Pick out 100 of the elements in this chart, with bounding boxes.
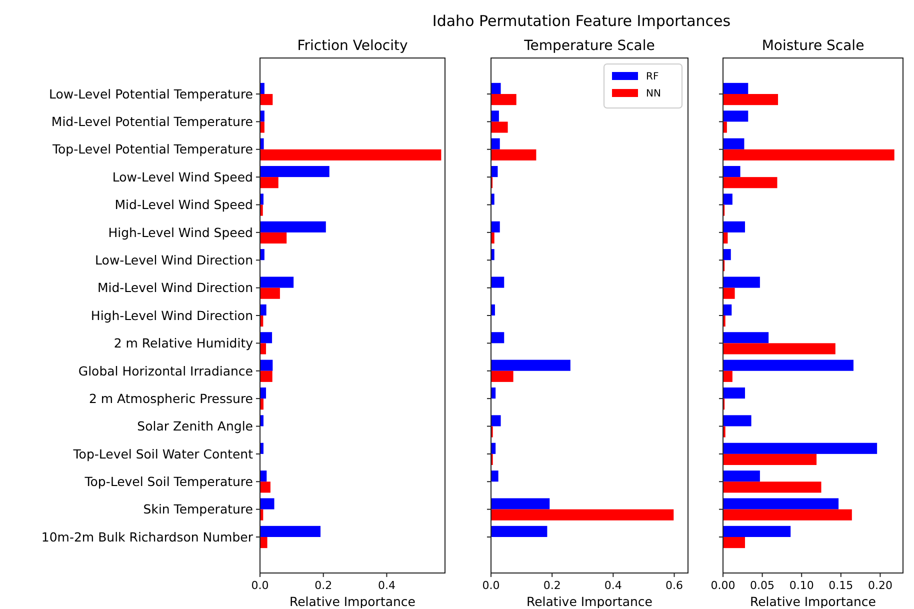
bar <box>260 110 264 122</box>
y-tick-label: High-Level Wind Speed <box>108 224 253 240</box>
bar <box>723 304 732 316</box>
bar <box>723 526 791 538</box>
x-tick-label: 0.10 <box>789 579 814 592</box>
bar <box>260 149 442 160</box>
chart-title: Friction Velocity <box>297 38 408 54</box>
x-tick-label: 0.6 <box>666 579 684 592</box>
bar <box>723 110 748 122</box>
chart-title: Moisture Scale <box>762 38 864 54</box>
bar <box>723 249 731 260</box>
bar <box>260 370 272 382</box>
bar <box>723 360 854 371</box>
bar <box>723 276 760 288</box>
y-tick-label: Top-Level Soil Water Content <box>72 446 254 462</box>
bar <box>491 138 500 150</box>
y-tick-label: Global Horizontal Irradiance <box>78 363 254 378</box>
bar <box>260 276 294 288</box>
bar <box>723 498 839 510</box>
bar <box>260 415 264 426</box>
legend-label: RF <box>646 72 659 82</box>
bar <box>723 537 746 548</box>
bar <box>260 204 263 216</box>
bar <box>723 415 752 426</box>
bar <box>491 276 504 288</box>
bar <box>723 177 778 188</box>
bar <box>260 482 270 493</box>
bar <box>491 110 499 122</box>
bar <box>260 387 266 399</box>
bar <box>491 526 548 538</box>
y-tick-label: Low-Level Wind Direction <box>95 252 253 268</box>
x-tick-label: 0.4 <box>378 579 396 592</box>
x-tick-label: 0.2 <box>543 579 561 592</box>
y-tick-label: 2 m Relative Humidity <box>114 336 254 351</box>
y-tick-label: Top-Level Potential Temperature <box>52 142 254 157</box>
bar <box>260 221 326 232</box>
bar <box>723 122 727 133</box>
x-tick-label: 0.4 <box>604 579 622 592</box>
bar <box>723 194 732 205</box>
bar <box>723 454 817 466</box>
bar <box>723 82 748 94</box>
bar <box>260 122 264 133</box>
bar <box>260 138 264 150</box>
y-tick-label: Mid-Level Potential Temperature <box>51 114 254 130</box>
x-tick-label: 0.15 <box>828 579 854 592</box>
bar <box>723 149 894 160</box>
y-tick-label: Low-Level Potential Temperature <box>48 86 254 102</box>
bar <box>723 343 836 354</box>
bar <box>723 370 732 382</box>
legend-label: NN <box>646 88 661 100</box>
bar <box>723 94 778 106</box>
bar <box>723 166 740 178</box>
bar <box>260 94 273 106</box>
x-tick-label: 0.2 <box>314 579 332 592</box>
bar <box>491 122 508 133</box>
bar <box>260 332 272 344</box>
text: Idaho Permutation Feature Importances <box>432 12 731 30</box>
x-tick-label: 0.00 <box>710 579 736 592</box>
bar <box>723 482 822 493</box>
y-tick-label: Skin Temperature <box>143 502 254 517</box>
bar <box>723 288 735 299</box>
bar <box>260 343 266 354</box>
bar <box>723 509 852 520</box>
bar <box>491 470 498 482</box>
bar <box>260 304 266 316</box>
bar <box>723 138 744 150</box>
bar <box>260 288 280 299</box>
y-tick-label: 10m-2m Bulk Richardson Number <box>41 529 254 544</box>
bar <box>260 360 273 371</box>
y-tick-label: Top-Level Soil Temperature <box>84 474 254 490</box>
bar <box>260 249 264 260</box>
bar <box>260 177 278 188</box>
y-tick-label: Mid-Level Wind Speed <box>114 197 253 212</box>
x-tick-label: 0.0 <box>251 579 269 592</box>
bar <box>491 94 516 106</box>
bar <box>491 370 514 382</box>
bar <box>723 470 760 482</box>
bar <box>260 232 287 244</box>
y-tick-label: 2 m Atmospheric Pressure <box>88 390 254 406</box>
bar <box>723 442 878 454</box>
x-tick-label: 0.20 <box>868 579 892 592</box>
bar <box>491 360 570 371</box>
bar <box>491 149 536 160</box>
bar <box>260 82 264 94</box>
y-tick-label: Mid-Level Wind Direction <box>97 280 253 296</box>
y-tick-label: Low-Level Wind Speed <box>112 169 253 184</box>
y-tick-label: High-Level Wind Direction <box>90 308 253 323</box>
bar <box>491 221 500 232</box>
bar <box>491 498 550 510</box>
chart-title: Temperature Scale <box>523 38 655 54</box>
bar <box>260 166 330 178</box>
y-tick-label: Solar Zenith Angle <box>137 418 254 434</box>
bar <box>491 82 501 94</box>
x-tick-label: 0.0 <box>482 579 500 592</box>
bar <box>491 509 674 520</box>
bar <box>260 498 274 510</box>
bar <box>260 537 268 548</box>
x-tick-label: 0.05 <box>750 579 775 592</box>
bar <box>723 221 746 232</box>
bar <box>260 526 321 538</box>
